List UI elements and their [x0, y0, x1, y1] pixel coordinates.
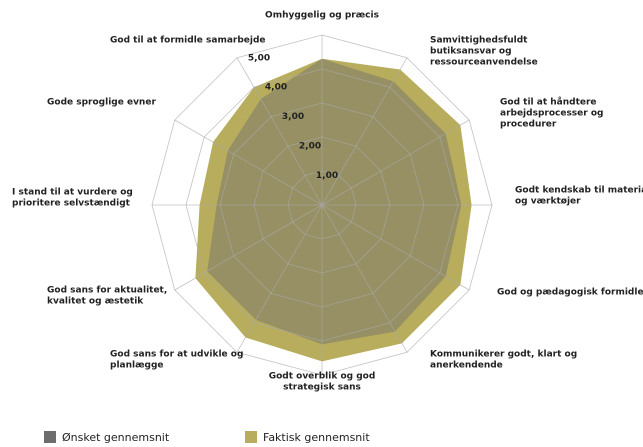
axis-label: God til at formidle samarbejde	[110, 36, 266, 46]
axis-label-line: God sans for at udvikle og	[110, 350, 243, 360]
tick-label: 2,00	[299, 142, 321, 152]
axis-label: God sans for aktualitet,kvalitet og æste…	[47, 286, 167, 307]
axis-label-line: og værktøjer	[515, 197, 581, 207]
axis-label-line: ressourceanvendelse	[430, 58, 538, 68]
axis-label: Gode sproglige evner	[47, 98, 156, 108]
tick-label: 1,00	[316, 171, 338, 181]
axis-label-line: God til at håndtere	[500, 97, 597, 108]
axis-label-line: prioritere selvstændigt	[12, 199, 131, 209]
axis-label-line: Gode sproglige evner	[47, 98, 156, 108]
legend-label: Ønsket gennemsnit	[62, 431, 170, 444]
axis-label-line: Omhyggelig og præcis	[265, 11, 379, 21]
axis-label-line: arbejdsprocesser og	[500, 109, 603, 119]
axis-label: Omhyggelig og præcis	[265, 11, 379, 21]
legend-swatch	[245, 431, 257, 443]
tick-label: 4,00	[265, 83, 287, 93]
axis-label-line: Kommunikerer godt, klart og	[430, 350, 577, 360]
spoke	[174, 204, 323, 291]
axis-label-line: God sans for aktualitet,	[47, 286, 167, 296]
series-area	[207, 58, 462, 345]
spoke	[236, 57, 323, 206]
legend-swatch	[44, 431, 56, 443]
spoke	[174, 119, 323, 206]
axis-label: God og pædagogisk formidler	[497, 288, 643, 298]
legend-label: Faktisk gennemsnit	[263, 431, 370, 444]
spoke	[321, 204, 470, 291]
axis-label-line: strategisk sans	[283, 383, 361, 393]
axis-label-line: kvalitet og æstetik	[47, 297, 144, 307]
axis-label-line: I stand til at vurdere og	[12, 188, 133, 198]
spoke	[321, 204, 408, 353]
series-area	[195, 58, 472, 362]
axis-label-line: Godt kendskab til materialer	[515, 186, 643, 196]
axis-label-line: Godt overblik og god	[269, 372, 376, 382]
spoke	[321, 57, 408, 206]
spoke	[236, 204, 323, 353]
axis-label-line: Samvittighedsfuldt	[430, 36, 528, 46]
axis-label-line: anerkendende	[430, 361, 503, 371]
axis-label-line: procedurer	[500, 120, 557, 130]
axis-label: Godt kendskab til materialerog værktøjer	[515, 186, 643, 207]
axis-label-line: God til at formidle samarbejde	[110, 36, 266, 46]
axis-label-line: planlægge	[110, 361, 164, 371]
tick-label: 3,00	[282, 112, 304, 122]
axis-label-line: God og pædagogisk formidler	[497, 288, 643, 298]
spoke	[321, 119, 470, 206]
axis-label-line: butiksansvar og	[430, 47, 512, 57]
tick-label: 5,00	[248, 53, 270, 63]
